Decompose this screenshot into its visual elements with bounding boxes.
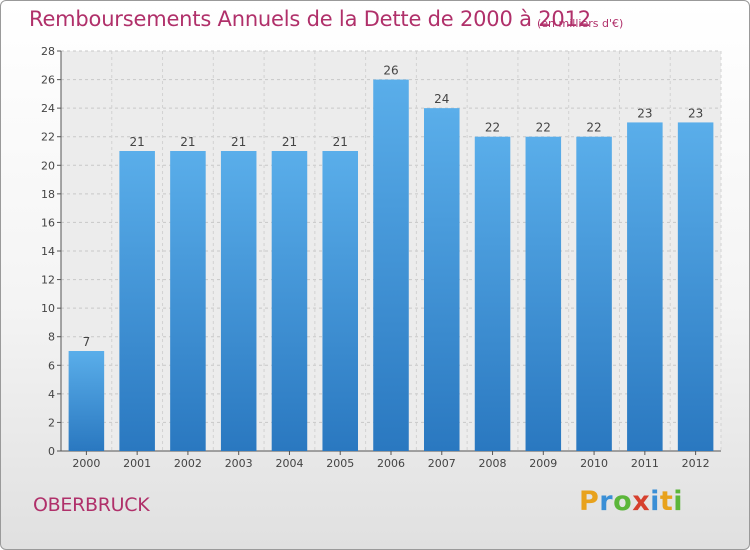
x-tick-label: 2011: [631, 457, 659, 470]
chart-subtitle: (en milliers d'€): [537, 17, 624, 30]
data-label: 23: [688, 106, 703, 120]
bar: [322, 151, 358, 451]
y-tick-label: 8: [48, 331, 55, 344]
data-label: 21: [130, 135, 145, 149]
y-tick-label: 12: [41, 274, 55, 287]
x-tick-label: 2005: [326, 457, 354, 470]
data-label: 21: [333, 135, 348, 149]
x-tick-label: 2006: [377, 457, 405, 470]
city-name: OBERBRUCK: [33, 494, 150, 516]
chart-title: Remboursements Annuels de la Dette de 20…: [29, 7, 591, 31]
x-tick-label: 2002: [174, 457, 202, 470]
y-tick-label: 16: [41, 216, 55, 229]
bar: [373, 79, 409, 452]
x-tick-label: 2004: [275, 457, 303, 470]
logo-letter: P: [579, 486, 600, 517]
data-labels: 7 21 21 21 21 21 26 24 22 22 22 23 23: [83, 64, 704, 349]
bars: [68, 79, 714, 452]
bar: [170, 151, 206, 451]
y-tick-label: 10: [41, 302, 55, 315]
bar: [576, 136, 612, 451]
logo-letter: i: [650, 486, 660, 517]
data-label: 24: [434, 92, 449, 106]
x-tick-label: 2000: [72, 457, 100, 470]
x-tick-label: 2012: [682, 457, 710, 470]
x-tick-label: 2001: [123, 457, 151, 470]
logo-letter: i: [673, 486, 684, 517]
y-tick-label: 6: [48, 359, 55, 372]
data-label: 21: [282, 135, 297, 149]
y-tick-label: 24: [41, 102, 55, 115]
y-tick-label: 0: [48, 445, 55, 458]
data-label: 22: [536, 121, 551, 135]
x-tick-label: 2009: [529, 457, 557, 470]
data-label: 21: [231, 135, 246, 149]
y-tick-label: 4: [48, 388, 55, 401]
x-tick-label: 2008: [479, 457, 507, 470]
x-tick-label: 2010: [580, 457, 608, 470]
bar: [525, 136, 562, 451]
bar: [220, 151, 257, 451]
data-label: 22: [586, 121, 601, 135]
y-tick-label: 28: [41, 45, 55, 58]
y-tick-label: 2: [48, 416, 55, 429]
bar: [424, 108, 460, 452]
bar: [474, 136, 511, 451]
bar: [68, 351, 105, 451]
y-tick-label: 20: [41, 159, 55, 172]
proxiti-logo: Proxiti: [579, 486, 683, 517]
bar: [627, 122, 663, 451]
y-tick-label: 14: [41, 245, 55, 258]
bar: [119, 151, 155, 451]
bar: [271, 151, 308, 451]
data-label: 7: [83, 335, 91, 349]
y-tick-label: 18: [41, 188, 55, 201]
x-tick-label: 2007: [428, 457, 456, 470]
data-label: 23: [637, 106, 652, 120]
logo-letter: o: [613, 486, 633, 517]
logo-letter: r: [599, 486, 614, 517]
y-tick-label: 26: [41, 74, 55, 87]
y-tick-label: 22: [41, 131, 55, 144]
data-label: 22: [485, 121, 500, 135]
logo-letter: x: [632, 486, 651, 517]
data-label: 26: [383, 64, 398, 78]
bar: [677, 122, 714, 451]
data-label: 21: [180, 135, 195, 149]
logo-letter: t: [659, 486, 674, 517]
x-tick-label: 2003: [225, 457, 253, 470]
